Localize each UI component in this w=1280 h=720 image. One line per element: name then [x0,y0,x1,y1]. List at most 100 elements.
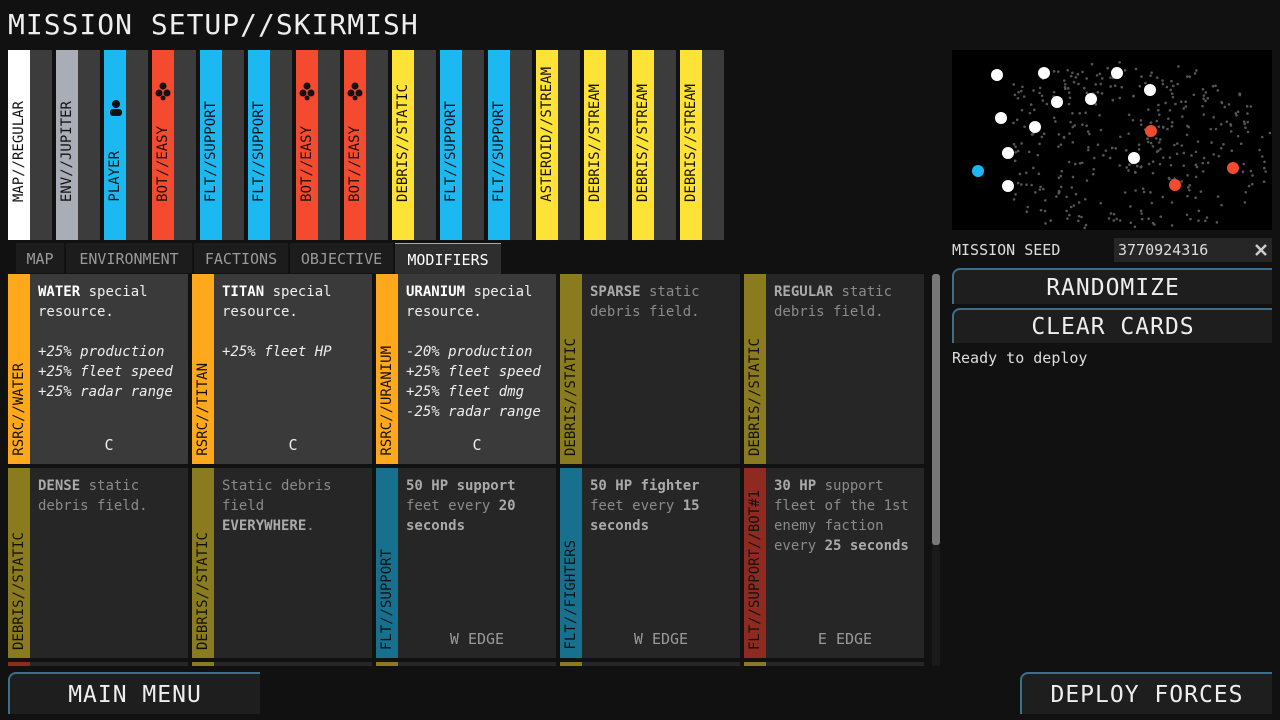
debris-dot [1151,171,1155,175]
clear-button[interactable]: CLEAR CARDS [952,308,1272,343]
debris-dot [1086,148,1090,152]
deck-card-color: FLT//SUPPORT [440,50,462,240]
debris-dot [1206,161,1210,165]
debris-dot [1201,161,1205,165]
deck-card[interactable]: ASTEROID//STREAM [536,50,580,240]
unit-dot [1128,152,1140,164]
modifier-card[interactable]: RSRC//TITAN TITAN special resource. +25% f… [192,274,372,464]
card-text-bold: WATER [38,284,81,300]
deck-card[interactable]: FLT//SUPPORT [440,50,484,240]
deck-card-color: DEBRIS//STREAM [584,50,606,240]
debris-dot [1138,84,1142,88]
card-partial[interactable] [744,662,924,666]
card-partial[interactable] [376,662,556,666]
tab[interactable]: ENVIRONMENT [66,243,192,273]
tab[interactable]: FACTIONS [194,243,288,273]
debris-dot [1169,163,1173,167]
debris-dot [1146,108,1150,111]
randomize-button[interactable]: RANDOMIZE [952,268,1272,304]
debris-dot [1127,169,1130,172]
debris-dot [1042,132,1046,135]
debris-dot [1168,156,1172,159]
deck-card[interactable]: FLT//SUPPORT [248,50,292,240]
deck-card[interactable]: BOT//EASY [296,50,340,240]
debris-dot [1039,185,1042,189]
debris-dot [1187,186,1190,189]
card-partial[interactable] [8,662,188,666]
debris-dot [1161,79,1164,82]
debris-dot [1080,215,1083,219]
debris-dot [1127,132,1130,135]
debris-dot [1014,145,1017,149]
card-text: SPARSE static debris field. [590,282,732,322]
scrollbar[interactable] [932,274,940,666]
card-body: SPARSE static debris field. [590,282,732,322]
clear-icon[interactable] [1254,243,1268,257]
debris-dot [1188,183,1192,187]
deploy-button[interactable]: DEPLOY FORCES [1020,672,1272,714]
modifier-card[interactable]: FLT//SUPPORT 50 HP support feet every 20 … [376,468,556,658]
deck-card[interactable]: PLAYER [104,50,148,240]
modifier-card[interactable]: DEBRIS//STATIC DENSE static debris field. [8,468,188,658]
unit-dot [1169,179,1181,191]
tab[interactable]: OBJECTIVE [290,243,393,273]
debris-dot [1063,86,1067,89]
seed-input[interactable]: 3770924316 [1114,238,1272,262]
debris-dot [1074,192,1078,196]
card-partial[interactable] [192,662,372,666]
deck-card[interactable]: FLT//SUPPORT [200,50,244,240]
modifier-card[interactable]: DEBRIS//STATIC Static debris field EVERYW… [192,468,372,658]
deck-card[interactable]: MAP//REGULAR [8,50,52,240]
debris-dot [1084,197,1087,201]
debris-dot [1023,125,1026,128]
debris-dot [1155,150,1159,153]
debris-dot [1040,135,1044,139]
deck-card[interactable]: DEBRIS//STREAM [680,50,724,240]
card-text-bold: 25 seconds [824,538,909,554]
debris-dot [1099,82,1102,86]
deck-card-color: FLT//SUPPORT [248,50,270,240]
deck-card[interactable]: DEBRIS//STREAM [584,50,628,240]
tab[interactable]: MAP [16,243,64,273]
unit-dot [1051,96,1063,108]
deck-card-color: PLAYER [104,50,126,240]
deck-card[interactable]: FLT//SUPPORT [488,50,532,240]
debris-dot [1168,177,1171,181]
card-text-part: support fleet of the 1st enemy faction e… [774,478,909,554]
debris-dot [1166,127,1169,131]
modifier-card[interactable]: RSRC//URANIUM URANIUM special resource. -2… [376,274,556,464]
debris-dot [1067,102,1071,106]
modifier-card[interactable]: FLT//SUPPORT//BOT#1 30 HP support fleet o… [744,468,924,658]
card-effect: +25% fleet speed [38,364,173,380]
card-effects: -20% production +25% fleet speed +25% flee… [406,342,548,422]
debris-dot [1077,214,1081,218]
main-menu-button[interactable]: MAIN MENU [8,672,260,714]
modifier-card[interactable]: DEBRIS//STATIC REGULAR static debris fiel… [744,274,924,464]
deck-card[interactable]: ENV//JUPITER [56,50,100,240]
debris-dot [1028,111,1032,115]
debris-dot [1220,100,1223,104]
card-partial[interactable] [560,662,740,666]
deck-card[interactable]: DEBRIS//STATIC [392,50,436,240]
tab[interactable]: MODIFIERS [395,243,501,274]
modifier-card[interactable]: RSRC//WATER WATER special resource. +25% p… [8,274,188,464]
card-body: REGULAR static debris field. [774,282,916,322]
debris-dot [1084,111,1088,115]
modifier-card[interactable]: DEBRIS//STATIC SPARSE static debris field… [560,274,740,464]
debris-dot [1104,149,1108,152]
debris-dot [1140,212,1143,215]
debris-dot [1017,90,1020,94]
debris-dot [1131,118,1135,122]
card-footer: E EDGE [817,630,873,648]
debris-dot [1100,77,1104,80]
scroll-thumb[interactable] [932,274,940,545]
card-footer: C [104,436,114,454]
debris-dot [1109,212,1113,215]
card-text-bold: 50 HP fighter [590,478,700,494]
deck-card[interactable]: BOT//EASY [344,50,388,240]
deck-card[interactable]: DEBRIS//STREAM [632,50,676,240]
modifier-card[interactable]: FLT//FIGHTERS 50 HP fighter feet every 15… [560,468,740,658]
deck-card[interactable]: BOT//EASY [152,50,196,240]
debris-dot [1184,100,1188,104]
debris-dot [1020,108,1024,112]
